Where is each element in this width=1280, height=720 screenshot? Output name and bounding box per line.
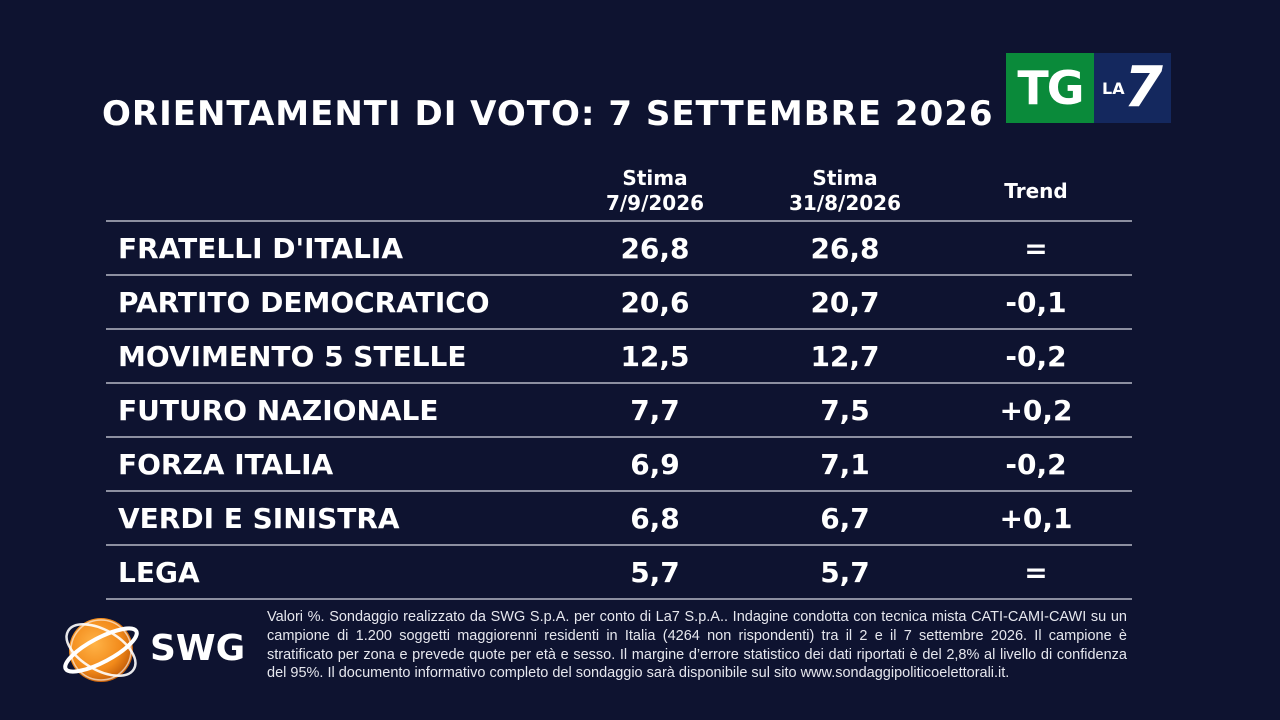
column-header-current: Stima 7/9/2026	[575, 165, 735, 217]
current-value: 7,7	[630, 393, 680, 427]
previous-value: 7,1	[820, 447, 870, 481]
tg-la7-logo: TG LA 7	[1006, 53, 1171, 123]
table-row: FORZA ITALIA 6,9 7,1 -0,2	[106, 436, 1132, 490]
la7-logo: LA 7	[1094, 53, 1171, 123]
page-title: ORIENTAMENTI DI VOTO: 7 SETTEMBRE 2026	[102, 94, 994, 134]
current-value: 20,6	[620, 285, 690, 319]
previous-value: 5,7	[820, 555, 870, 589]
trend-value: +0,2	[999, 393, 1073, 427]
party-name: FRATELLI D'ITALIA	[118, 231, 404, 265]
previous-value: 26,8	[810, 231, 880, 265]
trend-value: -0,2	[1005, 447, 1067, 481]
current-value: 5,7	[630, 555, 680, 589]
current-value: 26,8	[620, 231, 690, 265]
party-name: VERDI E SINISTRA	[118, 501, 400, 535]
column-header-previous: Stima 31/8/2026	[765, 165, 925, 217]
table-row: VERDI E SINISTRA 6,8 6,7 +0,1	[106, 490, 1132, 544]
trend-value: =	[1024, 555, 1048, 589]
previous-value: 20,7	[810, 285, 880, 319]
table-row: FUTURO NAZIONALE 7,7 7,5 +0,2	[106, 382, 1132, 436]
trend-value: -0,2	[1005, 339, 1067, 373]
column-header-trend-label: Trend	[1004, 178, 1068, 203]
column-header-previous-line1: Stima	[812, 166, 878, 190]
previous-value: 12,7	[810, 339, 880, 373]
table-row: FRATELLI D'ITALIA 26,8 26,8 =	[106, 220, 1132, 274]
previous-value: 7,5	[820, 393, 870, 427]
table-row: MOVIMENTO 5 STELLE 12,5 12,7 -0,2	[106, 328, 1132, 382]
party-name: FUTURO NAZIONALE	[118, 393, 439, 427]
current-value: 12,5	[620, 339, 690, 373]
party-name: FORZA ITALIA	[118, 447, 334, 481]
table-row: PARTITO DEMOCRATICO 20,6 20,7 -0,1	[106, 274, 1132, 328]
swg-globe-icon	[63, 618, 139, 682]
column-header-current-line1: Stima	[622, 166, 688, 190]
column-header-previous-line2: 31/8/2026	[788, 191, 902, 215]
current-value: 6,9	[630, 447, 680, 481]
party-name: MOVIMENTO 5 STELLE	[118, 339, 467, 373]
trend-value: =	[1024, 231, 1048, 265]
swg-logo-text: SWG	[150, 628, 246, 669]
party-name: LEGA	[118, 555, 200, 589]
trend-value: +0,1	[999, 501, 1073, 535]
methodology-footnote: Valori %. Sondaggio realizzato da SWG S.…	[267, 609, 1127, 682]
previous-value: 6,7	[820, 501, 870, 535]
tg-logo-text: TG	[1006, 53, 1094, 123]
column-header-trend: Trend	[966, 165, 1106, 217]
la7-logo-seven: 7	[1124, 55, 1163, 120]
current-value: 6,8	[630, 501, 680, 535]
table-row: LEGA 5,7 5,7 =	[106, 544, 1132, 600]
trend-value: -0,1	[1005, 285, 1067, 319]
la7-logo-la: LA	[1102, 79, 1125, 98]
party-name: PARTITO DEMOCRATICO	[118, 285, 490, 319]
poll-table: FRATELLI D'ITALIA 26,8 26,8 = PARTITO DE…	[106, 220, 1132, 600]
column-header-current-line2: 7/9/2026	[605, 191, 705, 215]
